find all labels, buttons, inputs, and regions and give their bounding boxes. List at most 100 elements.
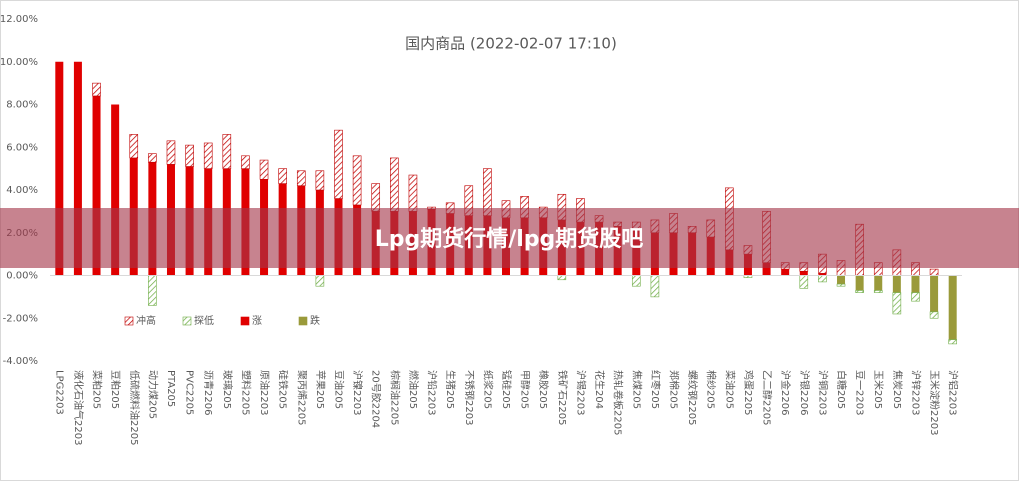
x-tick-label: 硅铁205 bbox=[277, 370, 290, 409]
bar-segment bbox=[799, 275, 809, 289]
x-tick-label: 橡胶205 bbox=[537, 370, 550, 409]
x-tick-label: 沪铝2203 bbox=[947, 370, 960, 415]
bar-segment bbox=[334, 129, 343, 199]
bar-segment bbox=[129, 134, 139, 159]
bar-segment bbox=[818, 275, 827, 283]
bar-segment bbox=[818, 273, 827, 276]
x-tick-label: 铁矿石2205 bbox=[556, 370, 569, 425]
x-tick-label: 塑料2205 bbox=[239, 370, 252, 415]
bar-segment bbox=[799, 271, 808, 276]
legend-label: 冲高 bbox=[136, 314, 156, 327]
x-tick-label: 20号胶2204 bbox=[370, 370, 383, 428]
x-tick-label: 玻璃205 bbox=[221, 370, 234, 409]
x-tick-label: 聚丙烯2205 bbox=[295, 370, 308, 425]
bar-segment bbox=[203, 142, 213, 169]
bar-segment bbox=[930, 275, 939, 312]
bar-segment bbox=[762, 262, 771, 276]
x-tick-label: 菜油205 bbox=[723, 370, 736, 409]
bar-segment bbox=[296, 170, 306, 187]
legend-label: 涨 bbox=[252, 315, 262, 327]
bar-segment bbox=[781, 269, 790, 276]
bar-segment bbox=[892, 275, 901, 293]
x-tick-label: 豆油205 bbox=[332, 370, 345, 409]
banner-band bbox=[0, 208, 1019, 268]
x-tick-label: 原油2203 bbox=[258, 370, 271, 415]
bar-segment bbox=[222, 134, 232, 169]
bar-segment bbox=[390, 157, 399, 212]
bar-segment bbox=[892, 292, 902, 315]
x-tick-label: 沥青2206 bbox=[202, 370, 215, 415]
x-tick-label: 液化石油气2203 bbox=[72, 370, 85, 445]
bar-segment bbox=[650, 275, 660, 298]
y-tick-label: 12.00% bbox=[0, 14, 38, 25]
bar-segment bbox=[92, 82, 101, 97]
bar-segment bbox=[315, 170, 325, 191]
bar-segment bbox=[315, 275, 325, 287]
x-tick-label: 玉米205 bbox=[872, 370, 885, 409]
x-tick-label: 沪锡2203 bbox=[574, 370, 587, 415]
x-tick-label: 豆一2203 bbox=[854, 370, 866, 415]
x-tick-label: 沪银2206 bbox=[798, 370, 811, 415]
bar-segment bbox=[148, 275, 157, 306]
x-tick-label: 燃油205 bbox=[407, 370, 420, 409]
x-tick-label: 玉米淀粉2203 bbox=[928, 370, 941, 435]
x-tick-label: 沪金2206 bbox=[779, 370, 792, 415]
bar-segment bbox=[929, 311, 939, 319]
bar-segment bbox=[948, 275, 957, 340]
bar-segment bbox=[111, 104, 120, 276]
y-tick-label: 0.00% bbox=[6, 271, 38, 282]
x-tick-label: 红枣205 bbox=[649, 370, 662, 409]
bar-segment bbox=[278, 168, 287, 184]
bar-segment bbox=[557, 275, 567, 281]
banner-text: Lpg期货行情/lpg期货股吧 bbox=[375, 226, 644, 252]
legend-swatch bbox=[124, 316, 134, 326]
bar-segment bbox=[185, 144, 194, 167]
bar-segment bbox=[55, 61, 64, 276]
bar-segment bbox=[352, 155, 362, 206]
x-tick-label: 热轧卷板2205 bbox=[612, 370, 625, 435]
x-tick-label: 螺纹钢2205 bbox=[686, 370, 699, 425]
bar-segment bbox=[855, 275, 864, 291]
legend-swatch bbox=[182, 316, 192, 326]
bar-segment bbox=[855, 290, 864, 293]
y-tick-label: 6.00% bbox=[6, 142, 38, 153]
x-tick-label: 纸浆205 bbox=[481, 370, 494, 409]
legend-label: 探低 bbox=[194, 314, 214, 327]
legend-label: 跌 bbox=[310, 314, 320, 327]
x-tick-label: 白糖205 bbox=[835, 370, 848, 409]
x-tick-label: 菜粕205 bbox=[91, 370, 104, 409]
bar-segment bbox=[911, 275, 920, 293]
y-tick-label: -2.00% bbox=[3, 313, 38, 324]
x-tick-label: 甲醇205 bbox=[519, 370, 532, 409]
legend-swatch bbox=[240, 316, 250, 326]
bar-segment bbox=[259, 159, 269, 180]
x-tick-label: 沪铅2203 bbox=[426, 370, 439, 415]
x-tick-label: 不锈钢2203 bbox=[463, 370, 476, 425]
bar-segment bbox=[836, 283, 846, 287]
x-tick-label: 苹果205 bbox=[314, 370, 327, 409]
chart-title: 国内商品 (2022-02-07 17:10) bbox=[405, 35, 617, 53]
bar-segment bbox=[911, 292, 920, 302]
x-tick-label: 沪铜2203 bbox=[816, 370, 829, 415]
bar-segment bbox=[166, 140, 176, 165]
x-tick-label: LPG2203 bbox=[53, 370, 64, 415]
bar-segment bbox=[148, 153, 157, 163]
x-tick-label: 鸡蛋2205 bbox=[742, 370, 755, 415]
bar-segment bbox=[92, 95, 101, 276]
x-tick-label: 锰硅205 bbox=[500, 370, 513, 409]
y-tick-label: 10.00% bbox=[0, 57, 38, 68]
bar-segment bbox=[73, 61, 82, 276]
x-tick-label: 郑棉205 bbox=[668, 370, 681, 409]
bar-segment bbox=[929, 268, 939, 276]
bar-segment bbox=[873, 290, 883, 293]
bar-segment bbox=[371, 183, 381, 212]
x-tick-label: 乙二醇2205 bbox=[761, 370, 774, 425]
bar-segment bbox=[408, 174, 418, 212]
x-tick-label: 低硫燃料油2205 bbox=[128, 370, 141, 445]
legend-swatch bbox=[298, 316, 308, 326]
x-tick-label: 沪锌2203 bbox=[909, 370, 922, 415]
x-tick-label: 豆粕205 bbox=[109, 370, 122, 409]
bar-segment bbox=[631, 275, 641, 287]
x-tick-label: 动力煤205 bbox=[146, 370, 159, 419]
